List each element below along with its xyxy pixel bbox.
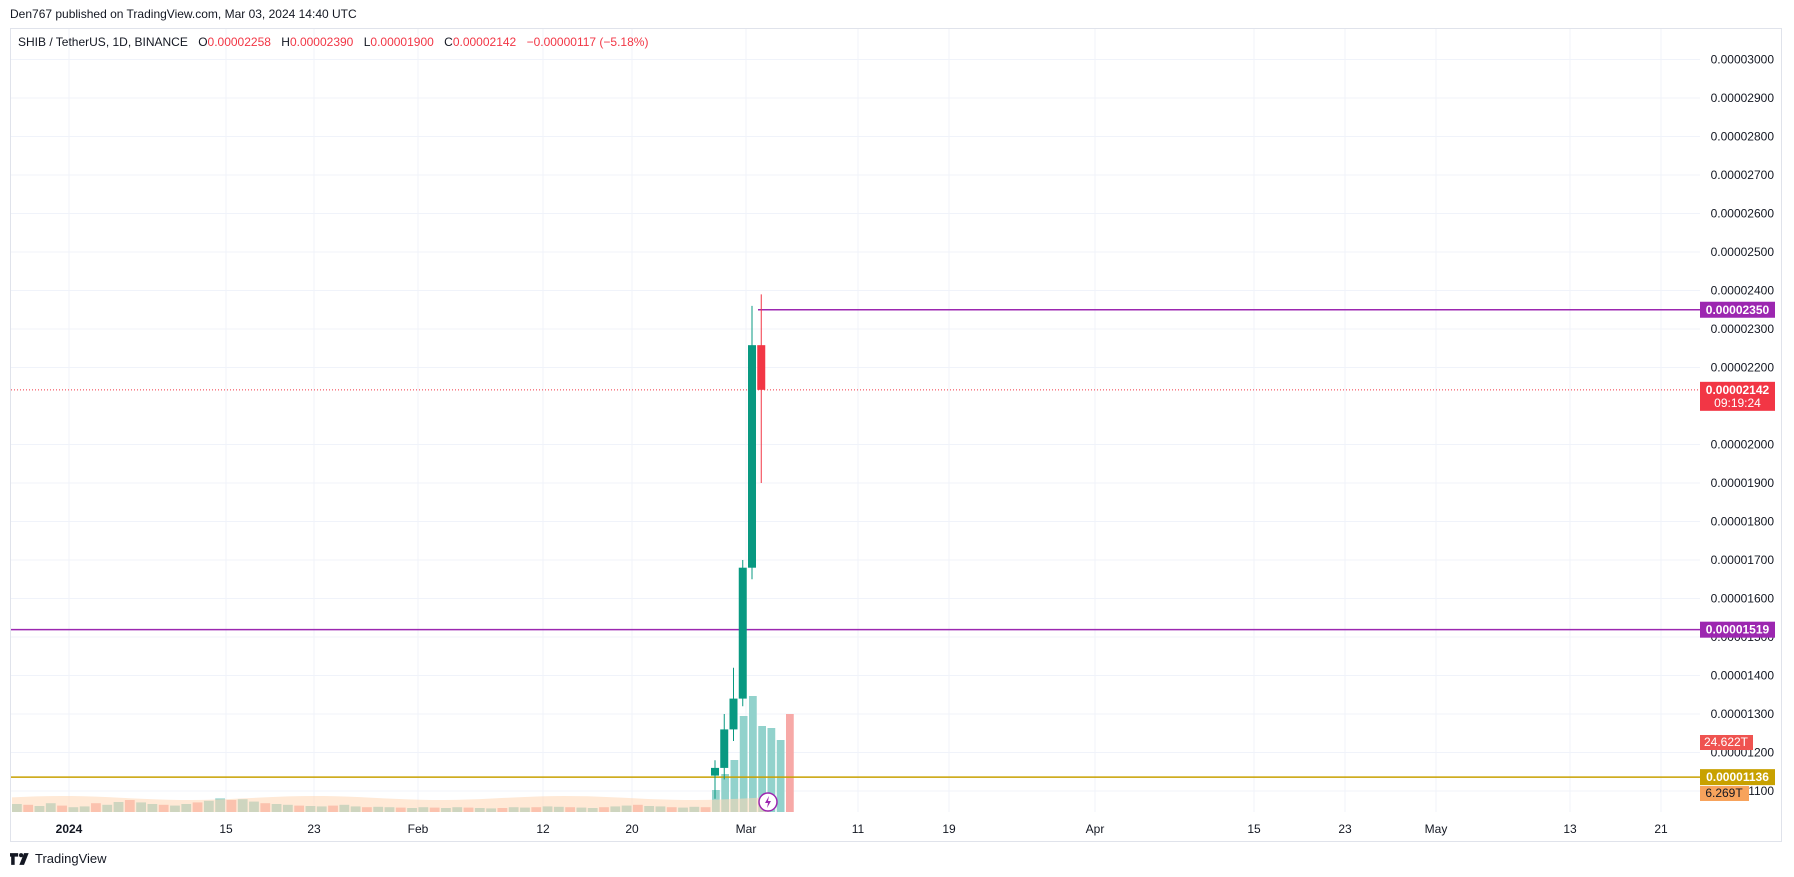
- y-tick-label: 0.00001300: [1711, 707, 1775, 721]
- ohlc-legend: SHIB / TetherUS, 1D, BINANCE O0.00002258…: [18, 35, 648, 49]
- low-label: L: [363, 35, 371, 49]
- x-tick-label: 13: [1563, 822, 1577, 836]
- level-price-tag: [1700, 621, 1775, 638]
- x-tick-label: 21: [1654, 822, 1668, 836]
- x-tick-label: 19: [942, 822, 956, 836]
- published-byline: Den767 published on TradingView.com, Mar…: [10, 7, 357, 21]
- volume-bar: [749, 696, 757, 812]
- tradingview-brand: TradingView: [35, 851, 107, 866]
- high-label: H: [281, 35, 290, 49]
- lightning-glyph: [765, 796, 771, 808]
- volume-bar: [786, 714, 794, 812]
- high-value: 0.00002390: [289, 35, 354, 49]
- candle-body[interactable]: [738, 567, 747, 699]
- level-price-label: 0.00001136: [1706, 770, 1769, 784]
- x-tick-label: 12: [536, 822, 550, 836]
- volume-ma-label: 6.269T: [1705, 786, 1743, 800]
- low-value: 0.00001900: [370, 35, 434, 49]
- candle-body[interactable]: [720, 729, 729, 768]
- volume-bar: [767, 728, 776, 812]
- countdown-label: 09:19:24: [1714, 396, 1761, 410]
- y-tick-label: 0.00002400: [1711, 284, 1775, 298]
- volume-ma-tag: [1700, 786, 1749, 801]
- candle-body[interactable]: [757, 345, 766, 390]
- volume-bar: [739, 716, 748, 812]
- x-tick-label: 11: [852, 822, 865, 836]
- y-tick-label: 0.00001800: [1711, 515, 1775, 529]
- y-tick-label: 0.00003000: [1711, 53, 1775, 67]
- y-tick-label: 0.00001600: [1711, 592, 1775, 606]
- x-tick-label: 15: [219, 822, 233, 836]
- open-label: O: [198, 35, 208, 49]
- volume-bar: [758, 726, 766, 812]
- x-tick-label: 23: [1338, 822, 1352, 836]
- y-tick-label: 0.00002500: [1711, 245, 1775, 259]
- y-tick-label: 0.00002800: [1711, 130, 1775, 144]
- x-tick-label: 2024: [56, 822, 83, 836]
- y-tick-label: 0.00002700: [1711, 168, 1775, 182]
- y-tick-label: 0.00002900: [1711, 91, 1775, 105]
- y-tick-label: 0.00002300: [1711, 322, 1775, 336]
- volume-ma-band: [12, 796, 770, 812]
- x-tick-label: Mar: [736, 822, 757, 836]
- volume-max-tag: [1700, 735, 1753, 750]
- y-tick-label: 0.00001700: [1711, 553, 1775, 567]
- symbol-label: SHIB / TetherUS, 1D, BINANCE: [18, 35, 188, 49]
- y-tick-label: 0.00001400: [1711, 669, 1775, 683]
- y-tick-label: 0.00002000: [1711, 438, 1775, 452]
- y-tick-label: 0.00002200: [1711, 361, 1775, 375]
- volume-bar: [776, 740, 785, 812]
- candle-body[interactable]: [729, 698, 738, 730]
- tradingview-logo-icon: [10, 852, 29, 865]
- volume-bar: [721, 774, 729, 812]
- level-price-tag: [1700, 769, 1775, 786]
- level-price-label: 0.00001519: [1706, 623, 1770, 637]
- x-tick-label: 20: [625, 822, 639, 836]
- candle-body[interactable]: [748, 345, 756, 568]
- y-tick-label: 0.00002600: [1711, 207, 1775, 221]
- last-price-tag: [1700, 381, 1775, 411]
- x-tick-label: Feb: [408, 822, 429, 836]
- candle-body[interactable]: [711, 767, 719, 776]
- close-label: C: [444, 35, 453, 49]
- open-value: 0.00002258: [207, 35, 271, 49]
- change-value: −0.00000117 (−5.18%): [526, 35, 649, 49]
- x-tick-label: 15: [1247, 822, 1261, 836]
- chart-frame: [10, 28, 1782, 842]
- level-price-label: 0.00002350: [1706, 303, 1770, 317]
- x-tick-label: 23: [307, 822, 321, 836]
- volume-bar: [730, 760, 739, 812]
- close-value: 0.00002142: [452, 35, 517, 49]
- last-price-label: 0.00002142: [1706, 383, 1770, 397]
- footer[interactable]: TradingView: [10, 851, 107, 866]
- x-tick-label: May: [1425, 822, 1448, 836]
- y-tick-label: 0.00001900: [1711, 476, 1775, 490]
- volume-max-label: 24.622T: [1704, 735, 1749, 749]
- x-tick-label: Apr: [1086, 822, 1105, 836]
- level-price-tag: [1700, 301, 1775, 318]
